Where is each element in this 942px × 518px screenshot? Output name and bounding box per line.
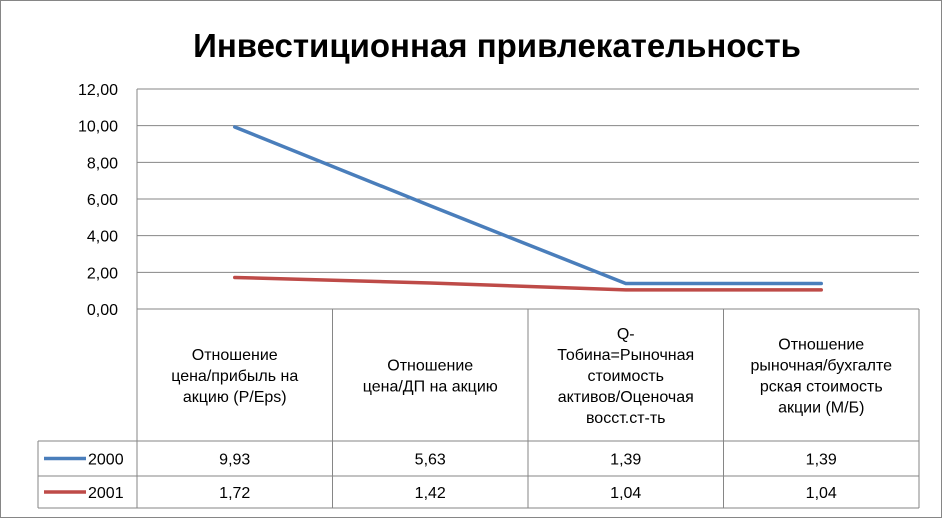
y-axis-tick-labels: 0,00 2,00 4,00 6,00 8,00 10,00 12,00: [78, 82, 118, 319]
y-tick-label: 4,00: [87, 229, 118, 246]
legend-label: 2000: [88, 452, 124, 469]
y-tick-label: 0,00: [87, 302, 118, 319]
data-table-values: 9,93 5,63 1,39 1,39 1,72 1,42 1,04 1,04: [219, 452, 837, 503]
category-label: акцию (P/Eps): [183, 389, 287, 406]
category-label: восст.ст-ть: [586, 410, 666, 427]
category-label: цена/прибыль на: [171, 368, 298, 385]
category-label: Тобина=Рыночная: [557, 347, 694, 364]
data-label: 1,72: [219, 485, 250, 502]
data-label: 1,04: [806, 485, 837, 502]
legend-label: 2001: [88, 485, 124, 502]
data-label: 1,42: [415, 485, 446, 502]
category-labels: Отношение цена/прибыль на акцию (P/Eps) Отн…: [171, 326, 892, 427]
y-tick-label: 8,00: [87, 155, 118, 172]
category-label: рыночная/бухгалте: [750, 358, 892, 375]
legend: 2000 2001: [44, 452, 124, 502]
y-tick-label: 6,00: [87, 192, 118, 209]
data-label: 9,93: [219, 452, 250, 469]
data-label: 1,39: [806, 452, 837, 469]
series-line-2000: [233, 125, 823, 286]
series-line-2001: [233, 275, 823, 292]
gridlines: [136, 88, 919, 310]
y-tick-label: 2,00: [87, 265, 118, 282]
category-label: стоимость: [587, 368, 664, 385]
category-label: Отношение: [778, 337, 864, 354]
chart-title: Инвестиционная привлекательность: [193, 27, 801, 64]
category-label: Отношение: [192, 347, 278, 364]
category-label: Q-: [617, 326, 635, 343]
series-lines: [233, 125, 823, 292]
category-label: акции (М/Б): [778, 400, 864, 417]
category-label: активов/Оценочая: [558, 389, 694, 406]
data-table: [37, 309, 920, 509]
y-tick-label: 10,00: [78, 119, 118, 136]
data-label: 5,63: [415, 452, 446, 469]
category-label: Отношение: [387, 358, 473, 375]
category-label: цена/ДП на акцию: [363, 379, 498, 396]
data-label: 1,04: [610, 485, 641, 502]
y-tick-label: 12,00: [78, 82, 118, 99]
category-label: рская стоимость: [760, 379, 883, 396]
data-label: 1,39: [610, 452, 641, 469]
